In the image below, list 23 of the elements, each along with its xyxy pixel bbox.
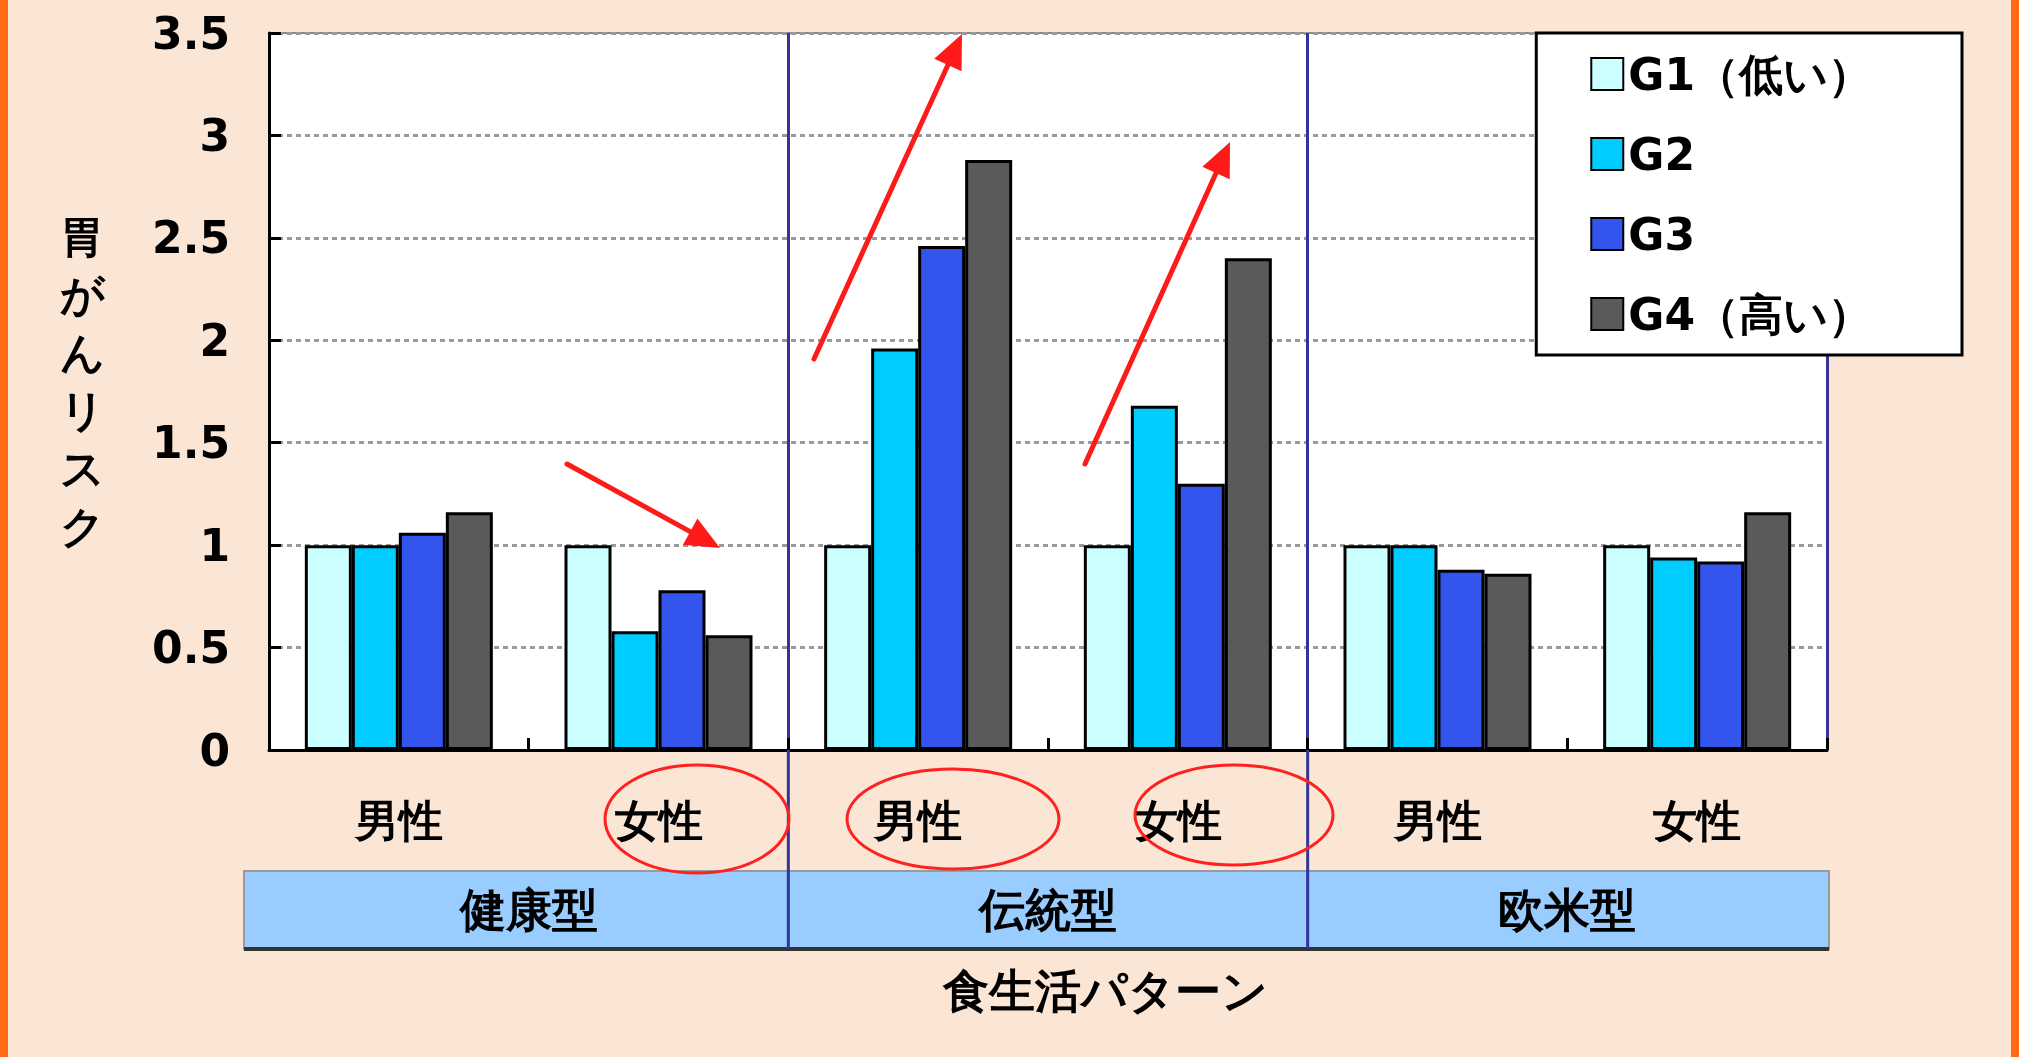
legend-label: G4（高い） [1628,288,1872,340]
x-axis-title: 食生活パターン [941,964,1268,1018]
text: 伝統型 [977,883,1117,937]
y-tick-label: 0.5 [152,622,230,674]
y-tick-label: 0 [199,724,230,776]
y-axis-title: 胃がんリスク [59,211,106,552]
x-tick-label: 男性 [1391,794,1482,846]
y-tick-label: 1 [199,519,230,571]
x-tick-label: 男性 [872,794,963,846]
y-tick-label: 1.5 [152,417,230,469]
text: 健康型 [457,883,598,937]
y-tick-label: 2 [199,314,230,366]
text: 欧米型 [1498,883,1637,937]
x-tick-label: 男性 [352,794,443,846]
x-tick-label: 女性 [1133,794,1222,846]
x-tick-label: 女性 [1653,794,1742,846]
legend-label: G1（低い） [1628,48,1872,100]
legend-label: G3 [1628,208,1695,260]
y-tick-label: 3 [199,109,230,161]
y-tick-label: 3.5 [152,7,230,59]
legend-label: G2 [1628,128,1695,180]
x-tick-label: 女性 [614,794,703,846]
y-tick-label: 2.5 [152,212,230,264]
